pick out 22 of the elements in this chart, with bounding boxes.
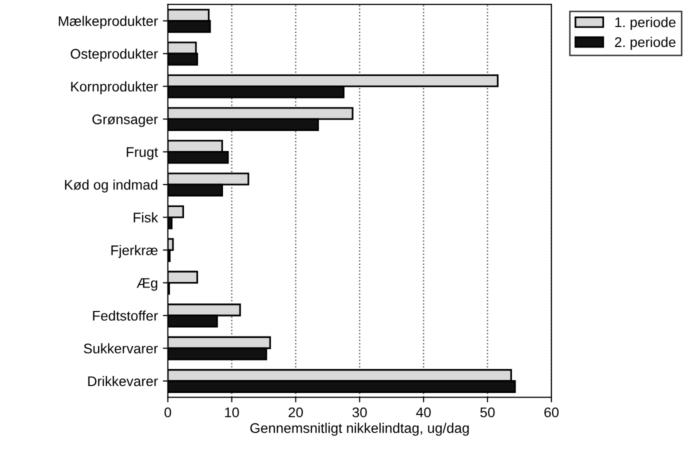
y-tick-label: Sukkervarer <box>84 343 158 354</box>
y-tick-label: Fedtstoffer <box>93 310 158 321</box>
x-tick-label: 30 <box>352 407 367 418</box>
y-tick-label: Kornprodukter <box>71 81 158 94</box>
y-tick-label: Osteprodukter <box>70 48 158 62</box>
y-tick-label: Frugt <box>126 147 158 160</box>
legend-label: 1. periode <box>615 16 676 30</box>
x-tick-label: 40 <box>416 407 431 418</box>
x-tick-label: 10 <box>225 407 239 418</box>
x-tick-label: 60 <box>544 407 559 418</box>
y-tick-label: Fisk <box>134 212 158 222</box>
x-tick-label: 50 <box>480 407 495 418</box>
x-tick-label: 20 <box>288 407 303 418</box>
y-tick-label: Grønsager <box>92 114 158 127</box>
y-tick-label: Kød og indmad <box>65 180 158 192</box>
y-tick-label: Fjerkræ <box>111 245 158 258</box>
x-axis-title: Gennemsnitligt nikkelindtag, ug/dag <box>250 422 469 436</box>
y-tick-label: Æg <box>136 278 158 291</box>
y-tick-label: Mælkeprodukter <box>58 16 158 29</box>
y-tick-label: Drikkevarer <box>88 376 158 386</box>
legend-label: 2. periode <box>615 36 676 50</box>
x-tick-label: 0 <box>164 407 172 418</box>
